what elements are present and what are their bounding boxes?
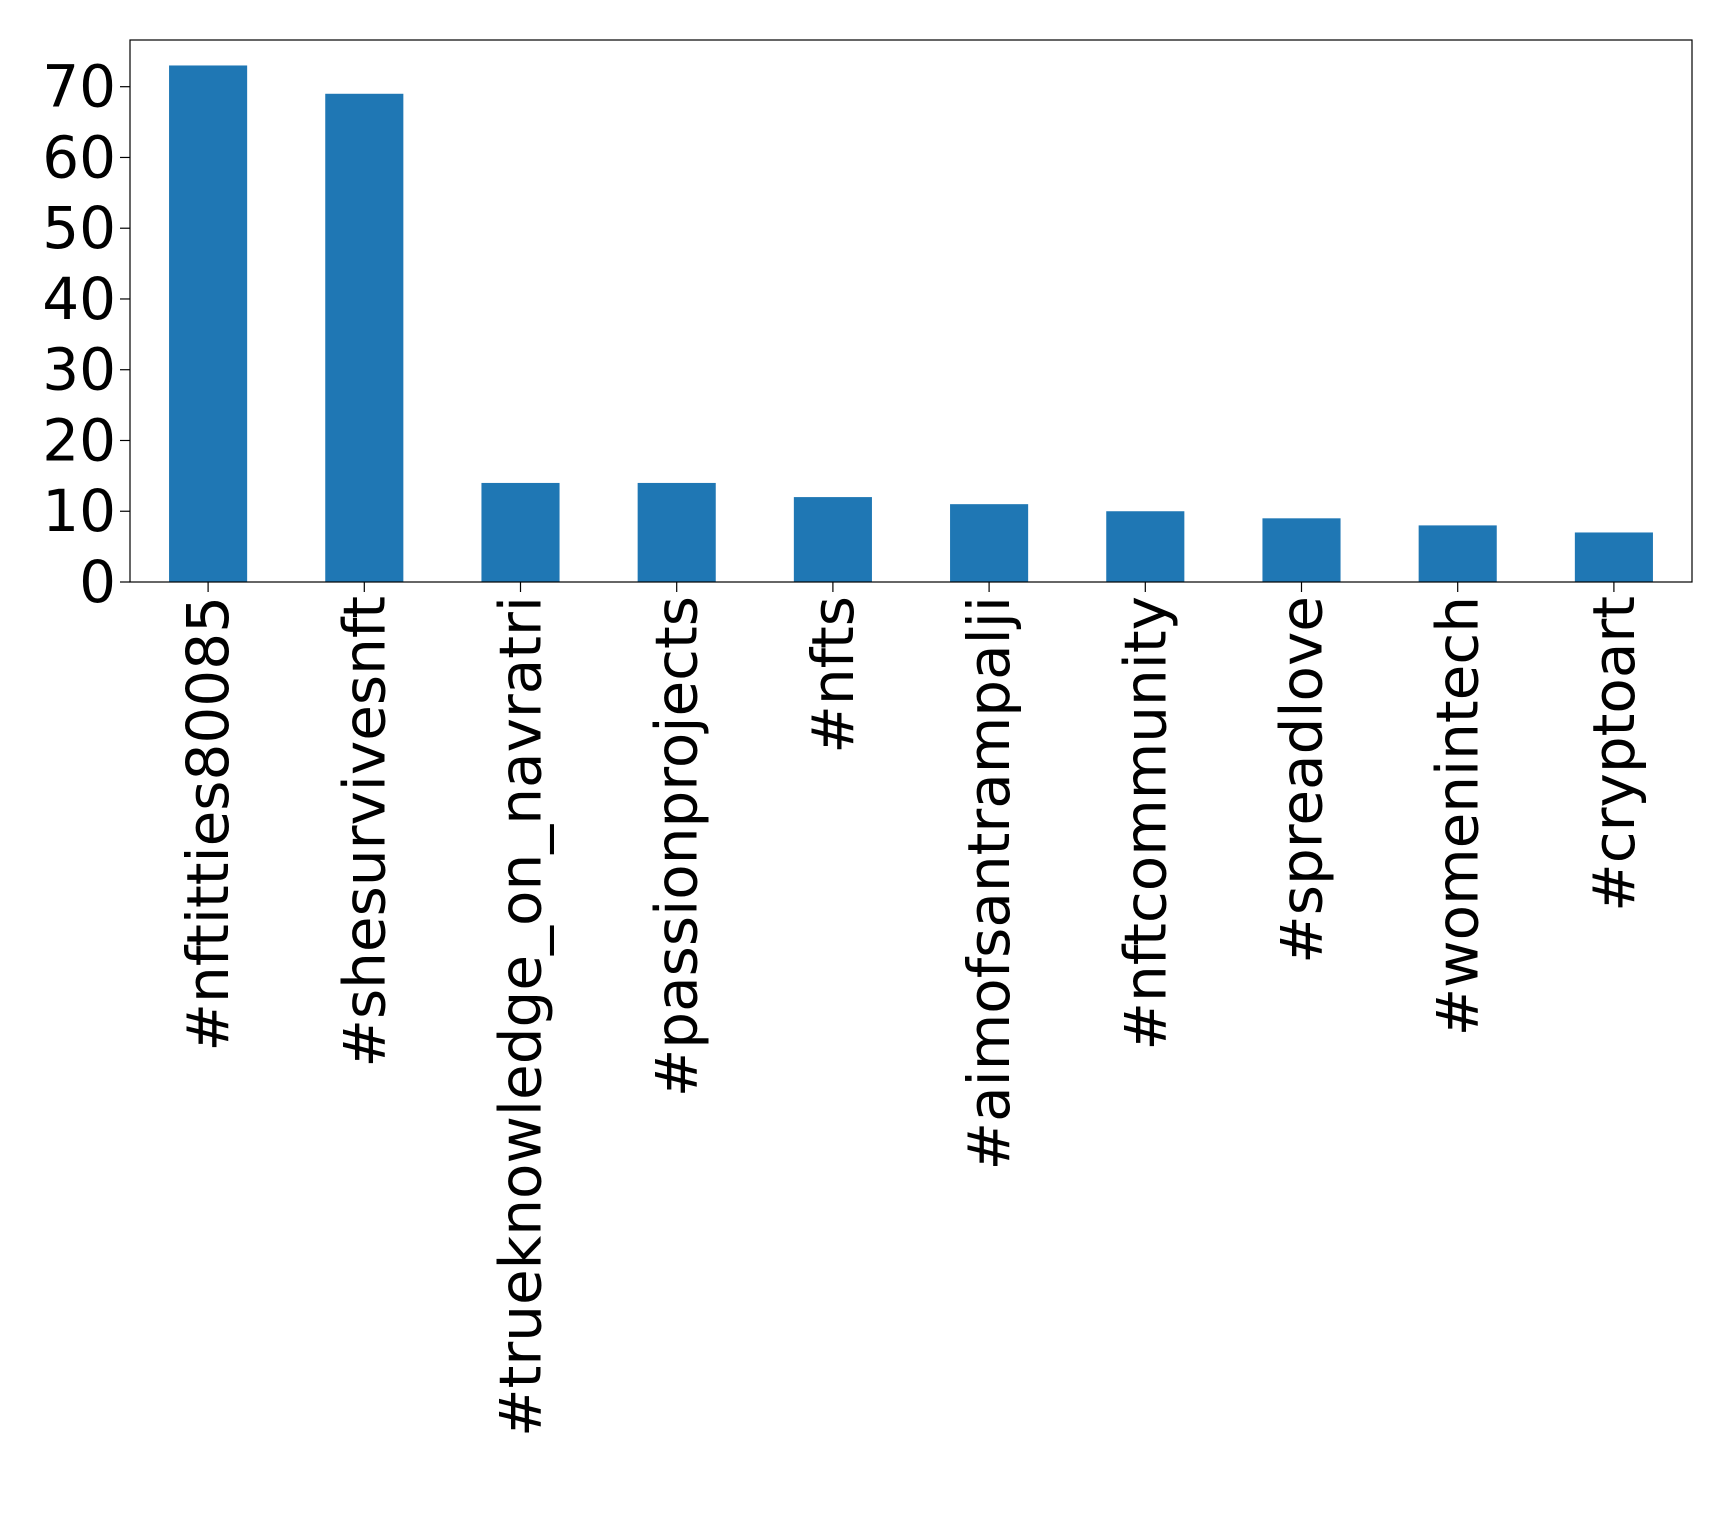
bar-4 [793, 497, 872, 582]
x-tick-label: #trueknowledge_on_navratri [487, 596, 555, 1437]
y-tick-label: 20 [42, 406, 116, 474]
axes-layer [129, 39, 1693, 583]
x-tick-label: #aimofsantrampalji [955, 596, 1023, 1171]
bars-layer [169, 65, 1653, 583]
bar-0 [169, 65, 248, 582]
x-tick-label: #womenintech [1424, 596, 1492, 1036]
x-tick-label: #passionprojects [643, 596, 711, 1097]
bar-9 [1574, 532, 1653, 582]
bar-3 [637, 482, 716, 582]
y-tick-label: 70 [42, 53, 116, 121]
bar-1 [325, 93, 404, 583]
bar-8 [1418, 525, 1497, 582]
bar-6 [1106, 511, 1185, 582]
x-tick-label: #nftitties80085 [174, 596, 242, 1052]
y-tick-label: 60 [42, 123, 116, 191]
y-tick-label: 0 [79, 548, 116, 616]
bar-5 [950, 504, 1029, 582]
bar-2 [481, 482, 560, 582]
y-tick-label: 30 [42, 336, 116, 404]
x-tick-label: #spreadlove [1268, 596, 1336, 964]
x-axis-ticks: #nftitties80085 #shesurvivesnft #trueknowl… [174, 582, 1648, 1437]
x-tick-label: #cryptoart [1580, 596, 1648, 912]
x-tick-label: #nftcommunity [1111, 596, 1179, 1051]
x-tick-label: #nfts [799, 596, 867, 754]
bar-7 [1262, 518, 1341, 582]
x-tick-label: #shesurvivesnft [330, 596, 398, 1068]
y-tick-label: 50 [42, 194, 116, 262]
plot-frame [129, 39, 1693, 583]
y-tick-label: 10 [42, 477, 116, 545]
y-tick-label: 40 [42, 265, 116, 333]
